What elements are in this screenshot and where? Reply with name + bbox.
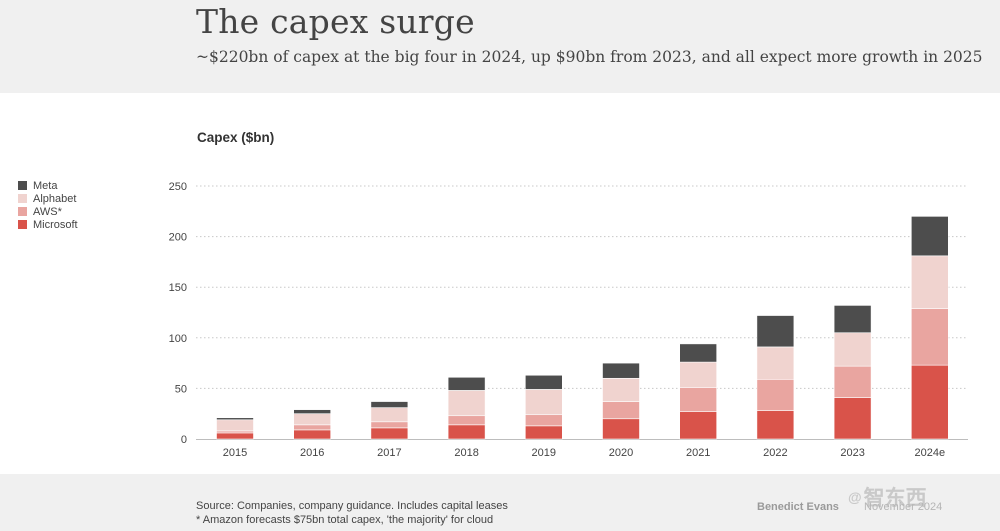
x-tick-label: 2020: [609, 447, 633, 459]
legend-swatch-microsoft: [18, 220, 27, 229]
watermark-text: 智东西: [863, 487, 927, 510]
bar-microsoft-2015: [216, 432, 254, 440]
legend-item-aws: AWS*: [18, 205, 78, 218]
bar-aws-2016: [293, 424, 332, 431]
bar-meta-2018: [447, 376, 486, 391]
bar-alphabet-2021: [679, 361, 718, 388]
legend-label-microsoft: Microsoft: [33, 218, 78, 231]
legend-item-meta: Meta: [18, 179, 78, 192]
x-tick-label: 2022: [763, 447, 787, 459]
bar-alphabet-2023: [833, 332, 872, 367]
header-band: [0, 0, 1000, 93]
y-tick-label: 0: [181, 434, 187, 446]
legend-label-meta: Meta: [33, 179, 58, 192]
bar-alphabet-2015: [216, 419, 254, 432]
grid-layer: 0 50 100 150 200 250: [169, 181, 968, 446]
x-tick-label: 2024e: [915, 447, 946, 459]
y-tick-label: 50: [175, 383, 187, 395]
bar-meta-2022: [756, 315, 795, 348]
legend-label-aws: AWS*: [33, 205, 62, 218]
legend: Meta Alphabet AWS* Microsoft: [18, 179, 78, 231]
source-line-1: Source: Companies, company guidance. Inc…: [196, 500, 508, 512]
bar-meta-2016: [293, 409, 332, 415]
x-tick-label: 2021: [686, 447, 710, 459]
bar-microsoft-2022: [756, 410, 795, 440]
bar-meta-2020: [602, 362, 640, 379]
footer-band: [0, 474, 1000, 531]
capex-chart: 0 50 100 150 200 250 2015 2016 2017 2018 2019 2020…: [169, 181, 968, 459]
bar-aws-2022: [756, 378, 795, 411]
x-tick-label: 2016: [300, 447, 324, 459]
y-tick-label: 250: [169, 181, 187, 193]
date: November 2024: [864, 501, 943, 513]
y-axis-title: Capex ($bn): [197, 130, 275, 145]
y-tick-label: 150: [169, 282, 187, 294]
bar-alphabet-2024e: [910, 255, 949, 309]
source-note: Source: Companies, company guidance. Inc…: [196, 500, 508, 527]
bar-alphabet-2022: [756, 346, 795, 380]
bar-aws-2015: [216, 430, 254, 434]
legend-swatch-meta: [18, 181, 27, 190]
bar-alphabet-2020: [602, 377, 640, 402]
bar-aws-2024e: [910, 308, 949, 366]
page-title: The capex surge: [196, 2, 475, 41]
bar-microsoft-2018: [447, 424, 486, 440]
watermark: @智东西: [848, 482, 927, 512]
bar-microsoft-2020: [602, 418, 640, 440]
bar-meta-2023: [833, 305, 872, 334]
bar-microsoft-2021: [679, 411, 718, 440]
bar-alphabet-2019: [524, 389, 563, 416]
x-tick-label: 2019: [532, 447, 556, 459]
bar-meta-2024e: [910, 216, 949, 257]
bar-microsoft-2023: [833, 397, 872, 440]
legend-item-alphabet: Alphabet: [18, 192, 78, 205]
watermark-at-icon: @: [848, 489, 862, 505]
x-axis-labels: 2015 2016 2017 2018 2019 2020 2021 2022 2023 2024…: [223, 447, 945, 459]
bar-aws-2021: [679, 387, 718, 412]
y-tick-label: 200: [169, 232, 187, 244]
x-tick-label: 2017: [377, 447, 401, 459]
x-tick-label: 2023: [840, 447, 864, 459]
bar-meta-2021: [679, 343, 718, 363]
legend-swatch-aws: [18, 207, 27, 216]
x-tick-label: 2015: [223, 447, 247, 459]
bar-alphabet-2018: [447, 390, 486, 417]
bar-aws-2019: [524, 414, 563, 427]
bar-aws-2017: [370, 421, 409, 429]
bar-aws-2023: [833, 365, 872, 398]
bar-aws-2020: [602, 401, 640, 420]
x-tick-label: 2018: [454, 447, 478, 459]
bar-meta-2017: [370, 401, 409, 408]
y-tick-label: 100: [169, 333, 187, 345]
bar-alphabet-2016: [293, 413, 332, 426]
author: Benedict Evans: [757, 501, 839, 513]
bars-layer: [216, 216, 949, 440]
bar-aws-2018: [447, 415, 486, 426]
bar-microsoft-2019: [524, 425, 563, 440]
page-subtitle: ~$220bn of capex at the big four in 2024…: [196, 48, 983, 66]
bar-microsoft-2016: [293, 429, 332, 440]
bar-alphabet-2017: [370, 407, 409, 423]
bar-meta-2019: [524, 374, 563, 390]
bar-microsoft-2024e: [910, 364, 949, 440]
source-line-2: * Amazon forecasts $75bn total capex, 't…: [196, 513, 494, 526]
bar-meta-2015: [216, 417, 254, 421]
legend-label-alphabet: Alphabet: [33, 192, 77, 205]
legend-item-microsoft: Microsoft: [18, 218, 78, 231]
bar-microsoft-2017: [370, 427, 409, 440]
legend-swatch-alphabet: [18, 194, 27, 203]
